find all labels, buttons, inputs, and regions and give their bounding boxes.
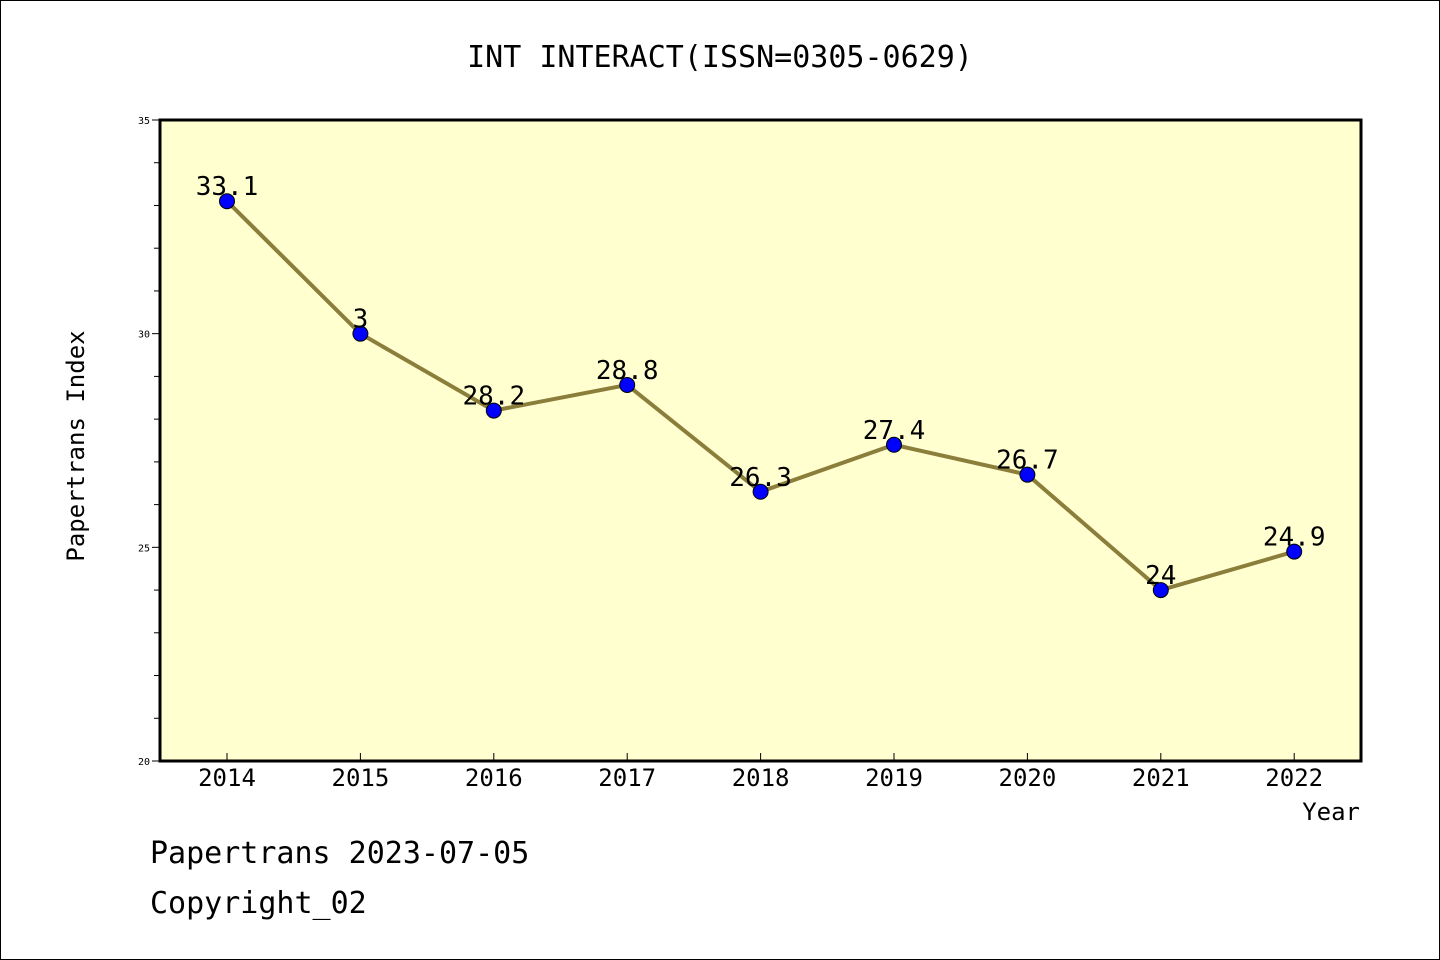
data-point xyxy=(752,483,769,500)
x-axis-label: Year xyxy=(1302,798,1360,826)
data-point xyxy=(219,193,235,210)
x-tick-label: 2018 xyxy=(732,764,790,792)
y-tick-label: 20 xyxy=(138,757,150,768)
y-axis-label: Papertrans Index xyxy=(62,330,90,561)
plot-area xyxy=(158,118,1363,763)
x-axis: 2014 2015 2016 2017 2018 2019 2020 2021 2022 xyxy=(198,753,1323,792)
y-tick-label: 30 xyxy=(138,330,150,341)
data-label: 26.3 xyxy=(729,463,792,493)
data-point xyxy=(485,402,502,419)
data-point xyxy=(619,376,636,393)
x-tick-label: 2020 xyxy=(999,764,1057,792)
data-label: 3 xyxy=(353,305,369,335)
chart-title: INT INTERACT(ISSN=0305-0629) xyxy=(467,40,973,75)
x-tick-label: 2021 xyxy=(1132,764,1190,792)
data-point xyxy=(352,325,369,342)
x-tick-label: 2019 xyxy=(865,764,923,792)
data-label: 24 xyxy=(1145,561,1176,591)
y-tick-label: 25 xyxy=(138,543,150,554)
footer-copyright: Copyright_02 xyxy=(150,886,367,921)
y-axis: 20 25 30 35 xyxy=(138,116,160,768)
x-tick-label: 2014 xyxy=(198,764,256,792)
data-point xyxy=(1286,543,1303,560)
data-label: 33.1 xyxy=(196,172,259,202)
data-point xyxy=(886,436,902,453)
data-series: 33.1 3 28.2 28.8 26.3 27.4 26.7 24 24.9 xyxy=(196,172,1326,599)
x-tick-label: 2022 xyxy=(1265,764,1323,792)
x-tick-label: 2015 xyxy=(332,764,390,792)
data-label: 24.9 xyxy=(1263,523,1326,553)
x-tick-label: 2017 xyxy=(598,764,656,792)
data-label: 28.2 xyxy=(462,382,525,412)
data-point xyxy=(1019,466,1036,483)
data-label: 28.8 xyxy=(596,356,659,386)
data-label: 26.7 xyxy=(996,446,1059,476)
footer-date: Papertrans 2023-07-05 xyxy=(150,836,530,871)
x-tick-label: 2016 xyxy=(465,764,523,792)
y-tick-label: 35 xyxy=(138,116,150,127)
data-label: 27.4 xyxy=(863,416,926,446)
data-point xyxy=(1152,582,1169,599)
